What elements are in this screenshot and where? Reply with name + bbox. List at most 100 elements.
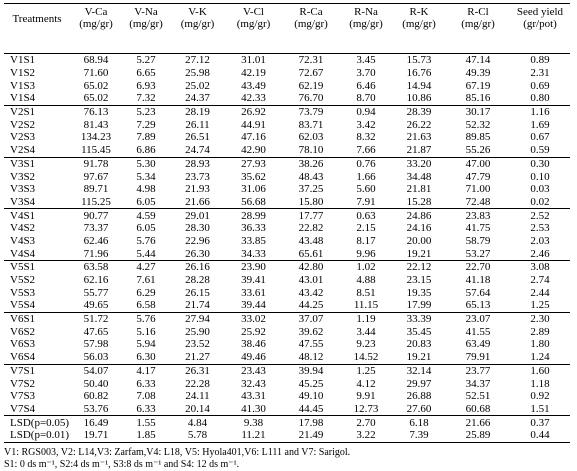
cell: 26.16 [170, 259, 225, 274]
cell: 19.21 [406, 247, 432, 260]
cell: 1.16 [510, 104, 570, 119]
cell: 44.91 [241, 118, 266, 131]
row-label: V2S1 [4, 104, 70, 119]
cell: 31.06 [241, 183, 266, 196]
cell: 41.30 [241, 402, 266, 415]
cell: 76.70 [298, 92, 324, 105]
cell: 7.89 [136, 131, 156, 144]
table-row: V6S1 51.72 5.76 27.94 33.02 37.07 1.19 33.39 23.… [4, 311, 570, 326]
cell: 62.03 [298, 131, 324, 144]
column-unit: (mg/gr) [402, 18, 436, 30]
cell: 1.66 [356, 170, 376, 183]
row-label: V3S1 [4, 156, 70, 171]
table-row: V7S4 53.76 6.33 20.14 41.30 44.45 12.73 27.60 60… [4, 403, 570, 416]
cell: 47.00 [446, 156, 510, 171]
cell: 20.83 [406, 338, 432, 351]
table-row: V2S1 76.13 5.23 28.19 26.92 73.79 0.94 28.39 30.… [4, 104, 570, 119]
row-label: V6S1 [4, 311, 70, 326]
cell: 22.82 [298, 222, 324, 235]
row-label: V3S3 [10, 183, 36, 196]
table-row: V4S1 90.77 4.59 29.01 28.99 17.77 0.63 24.86 23.… [4, 208, 570, 222]
cell: 0.92 [530, 390, 550, 403]
cell: 6.30 [136, 351, 156, 364]
cell: 17.98 [282, 415, 340, 429]
cell: 23.07 [446, 311, 510, 326]
row-label: V6S2 [10, 325, 36, 338]
cell: 25.02 [185, 79, 210, 92]
cell: 45.25 [298, 377, 324, 390]
table-row: V4S2 73.37 6.05 28.30 36.33 22.82 2.15 24.16 41.… [4, 222, 570, 235]
cell: 8.70 [356, 92, 376, 105]
cell: 21.63 [406, 131, 432, 144]
cell: 23.90 [225, 259, 282, 274]
cell: 67.19 [465, 79, 491, 92]
cell: 1.25 [530, 299, 550, 312]
cell: 97.67 [83, 170, 109, 183]
cell: 26.22 [406, 118, 432, 131]
cell: 0.37 [510, 415, 570, 429]
column-header: V-Ca (mg/gr) [70, 3, 122, 54]
row-label: V4S4 [10, 247, 36, 260]
cell: 1.60 [510, 363, 570, 378]
cell: 63.58 [70, 259, 122, 274]
cell: 7.29 [136, 118, 156, 131]
cell: 60.82 [83, 390, 109, 403]
cell: 47.79 [465, 170, 491, 183]
cell: 1.69 [530, 118, 550, 131]
cell: 33.61 [241, 286, 266, 299]
column-name: Seed yield [516, 6, 564, 18]
cell: 43.01 [298, 274, 324, 287]
cell: 81.43 [83, 118, 109, 131]
cell: 14.52 [353, 351, 379, 364]
cell: 3.44 [356, 325, 376, 338]
cell: 65.61 [298, 247, 324, 260]
cell: 2.44 [530, 286, 550, 299]
cell: 5.76 [136, 234, 156, 247]
cell: 22.70 [446, 259, 510, 274]
cell: 49.10 [298, 390, 324, 403]
cell: 27.12 [185, 54, 210, 67]
column-header: Seed yield (gr/pot) [510, 3, 570, 54]
cell: 42.80 [282, 259, 340, 274]
row-label: V2S3 [10, 131, 36, 144]
cell: 44.25 [298, 299, 324, 312]
cell: 2.03 [530, 234, 550, 247]
column-name: R-Cl [467, 6, 489, 18]
row-label: V6S4 [10, 351, 36, 364]
cell: 6.46 [356, 79, 376, 92]
cell: 5.44 [136, 247, 156, 260]
row-label: V7S4 [10, 402, 36, 415]
cell: 72.48 [465, 195, 491, 208]
cell: 68.94 [83, 54, 109, 67]
column-name: R-K [409, 6, 429, 18]
cell: 5.34 [136, 170, 156, 183]
cell: 31.01 [241, 54, 266, 67]
cell: 89.85 [465, 131, 491, 144]
row-label: V5S4 [10, 299, 36, 312]
column-name: R-Na [354, 6, 378, 18]
table-row: V4S4 71.96 5.44 26.30 34.33 65.61 9.96 19.21 53.… [4, 247, 570, 260]
row-label: V5S2 [10, 274, 36, 287]
cell: 24.74 [185, 144, 210, 157]
cell: 26.30 [185, 247, 210, 260]
cell: 28.30 [185, 222, 210, 235]
cell: 26.11 [185, 118, 210, 131]
row-label: V7S1 [4, 363, 70, 378]
cell: 22.12 [392, 259, 446, 274]
cell: 15.28 [406, 195, 432, 208]
row-label: V1S4 [10, 92, 36, 105]
cell: 2.53 [530, 222, 550, 235]
cell: 35.45 [406, 325, 432, 338]
cell: 15.80 [298, 195, 324, 208]
cell: 78.10 [298, 144, 324, 157]
cell: 37.25 [298, 183, 324, 196]
cell: 90.77 [70, 208, 122, 222]
cell: 34.37 [465, 377, 491, 390]
cell: 56.68 [241, 195, 266, 208]
cell: 47.65 [83, 325, 109, 338]
row-label: V2S2 [10, 118, 36, 131]
cell: 30.17 [446, 104, 510, 119]
table-row: V4S3 62.46 5.76 22.96 33.85 43.48 8.17 20.00 58.… [4, 235, 570, 248]
column-unit: (mg/gr) [79, 18, 113, 30]
cell: 62.19 [298, 79, 324, 92]
